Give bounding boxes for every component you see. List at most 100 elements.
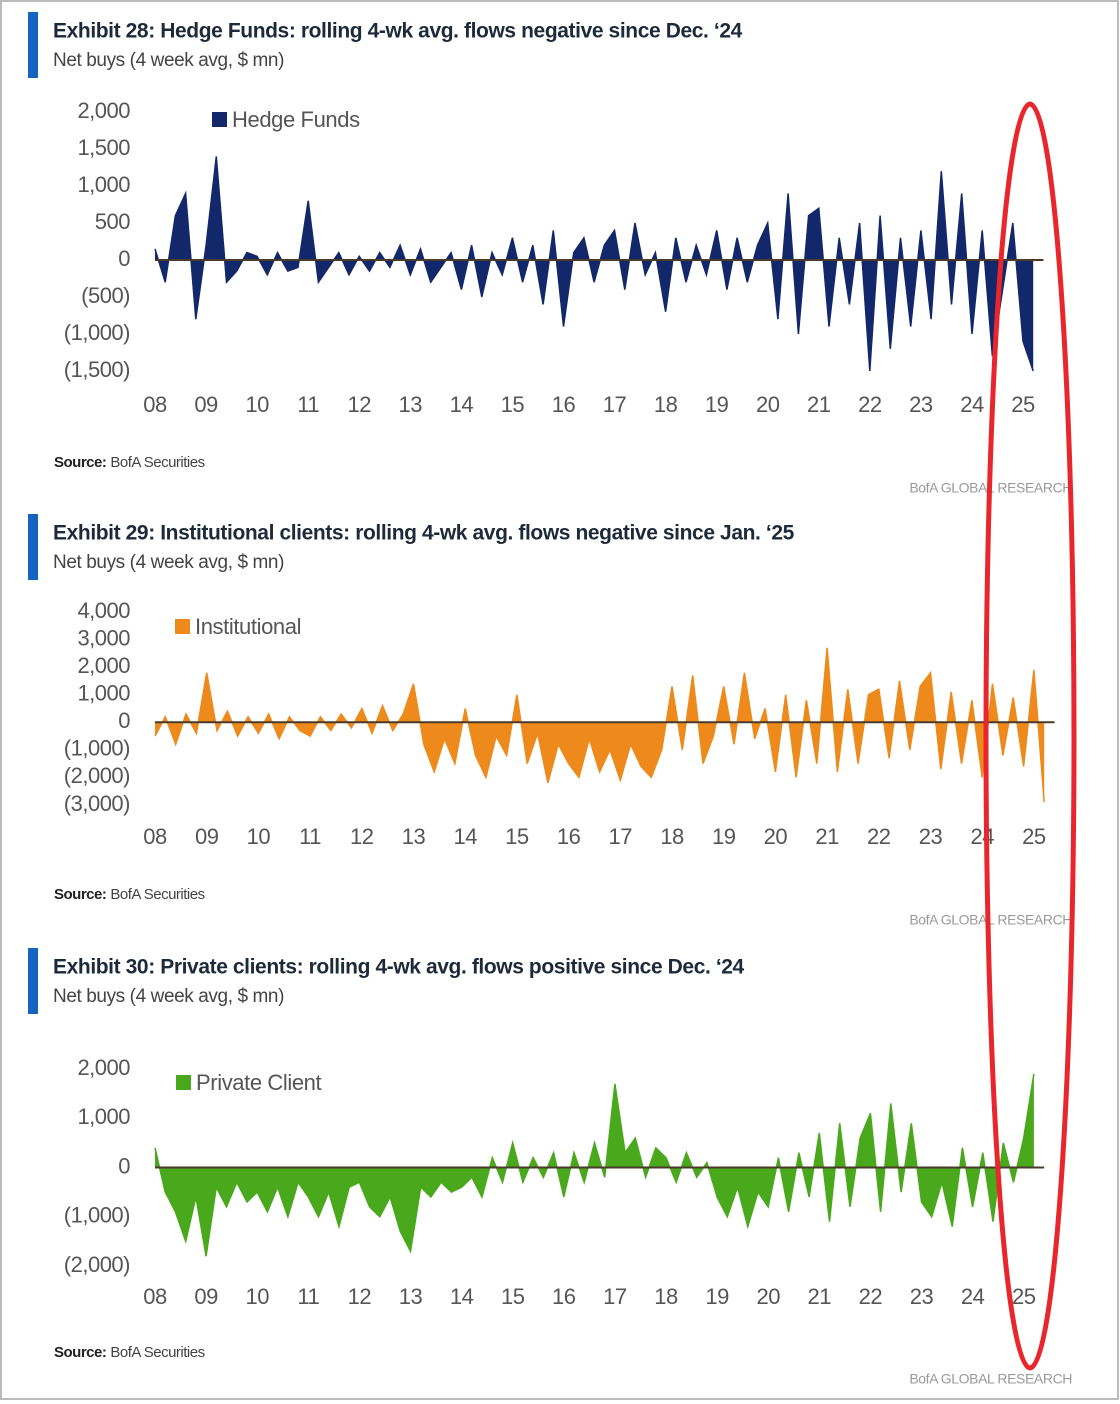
title-accent	[28, 948, 38, 1014]
source-label: Source:	[54, 454, 106, 471]
x-tick-label: 12	[350, 824, 374, 849]
series-line	[154, 1073, 1035, 1257]
area-fill	[155, 156, 1034, 371]
x-tick-label: 19	[712, 824, 736, 849]
y-tick-label: 1,500	[77, 135, 130, 160]
source-label: Source:	[54, 1344, 106, 1361]
x-tick-label: 22	[858, 392, 882, 417]
y-tick-label: (1,000)	[64, 1203, 130, 1228]
series-line	[154, 647, 1045, 803]
x-tick-label: 23	[919, 824, 943, 849]
chart-subtitle: Net buys (4 week avg, $ mn)	[53, 552, 284, 573]
x-tick-label: 08	[143, 392, 167, 417]
x-tick-label: 20	[756, 392, 780, 417]
y-tick-label: (500)	[81, 283, 130, 308]
x-tick-label: 09	[194, 392, 218, 417]
x-tick-label: 14	[450, 392, 474, 417]
x-tick-label: 23	[910, 1284, 934, 1309]
source-text: BofA Securities	[110, 886, 204, 903]
y-tick-label: (1,500)	[64, 357, 130, 382]
x-tick-label: 15	[501, 392, 525, 417]
y-tick-label: 2,000	[77, 98, 130, 123]
x-tick-label: 24	[970, 824, 994, 849]
x-tick-label: 25	[1012, 1284, 1036, 1309]
source-text: BofA Securities	[110, 454, 204, 471]
x-tick-label: 09	[195, 824, 219, 849]
x-tick-label: 16	[557, 824, 581, 849]
y-tick-label: 1,000	[77, 681, 130, 706]
x-tick-label: 13	[402, 824, 426, 849]
y-tick-label: 0	[118, 246, 130, 271]
x-tick-label: 21	[807, 392, 831, 417]
x-tick-label: 18	[660, 824, 684, 849]
x-tick-label: 20	[764, 824, 788, 849]
x-tick-label: 24	[960, 392, 984, 417]
legend-swatch	[175, 619, 190, 634]
legend-label: Institutional	[195, 614, 301, 639]
y-tick-label: 500	[95, 209, 130, 234]
x-tick-label: 16	[552, 1284, 576, 1309]
highlight-ellipse	[983, 101, 1077, 1371]
title-accent	[28, 12, 38, 78]
chart-title: Exhibit 28: Hedge Funds: rolling 4-wk av…	[53, 20, 743, 43]
series-line	[154, 156, 1034, 372]
source: Source: BofA Securities	[54, 454, 205, 471]
x-tick-label: 08	[143, 1284, 167, 1309]
area-fill	[155, 1073, 1034, 1257]
y-tick-label: (1,000)	[64, 736, 130, 761]
x-tick-label: 19	[705, 392, 729, 417]
x-tick-label: 24	[961, 1284, 985, 1309]
x-tick-label: 12	[347, 392, 371, 417]
brand: BofA GLOBAL RESEARCH	[909, 1371, 1072, 1387]
source-label: Source:	[54, 886, 106, 903]
x-tick-label: 15	[501, 1284, 525, 1309]
x-tick-label: 17	[603, 1284, 627, 1309]
source: Source: BofA Securities	[54, 1344, 205, 1361]
x-tick-label: 17	[609, 824, 633, 849]
y-tick-label: 1,000	[77, 172, 130, 197]
y-tick-label: 4,000	[77, 598, 130, 623]
brand: BofA GLOBAL RESEARCH	[909, 912, 1072, 928]
title-accent	[28, 514, 38, 580]
x-tick-label: 17	[603, 392, 627, 417]
source-text: BofA Securities	[110, 1344, 204, 1361]
area-fill	[155, 647, 1045, 803]
x-tick-label: 10	[245, 1284, 269, 1309]
legend-label: Hedge Funds	[232, 107, 360, 132]
chart-subtitle: Net buys (4 week avg, $ mn)	[53, 50, 284, 71]
y-tick-label: (1,000)	[64, 320, 130, 345]
y-tick-label: (2,000)	[64, 1252, 130, 1277]
x-tick-label: 18	[654, 392, 678, 417]
x-tick-label: 12	[348, 1284, 372, 1309]
y-tick-label: 0	[118, 1153, 130, 1178]
x-tick-label: 21	[815, 824, 839, 849]
source: Source: BofA Securities	[54, 886, 205, 903]
x-tick-label: 11	[297, 1284, 319, 1309]
x-tick-label: 09	[194, 1284, 218, 1309]
x-tick-label: 08	[143, 824, 167, 849]
y-tick-label: 0	[118, 708, 130, 733]
chart-subtitle: Net buys (4 week avg, $ mn)	[53, 986, 284, 1007]
chart-title: Exhibit 30: Private clients: rolling 4-w…	[53, 956, 745, 979]
x-tick-label: 14	[450, 1284, 474, 1309]
x-tick-label: 25	[1022, 824, 1046, 849]
x-tick-label: 14	[453, 824, 477, 849]
legend-swatch	[176, 1075, 191, 1090]
x-tick-label: 19	[705, 1284, 729, 1309]
x-tick-label: 25	[1011, 392, 1035, 417]
x-tick-label: 13	[399, 1284, 423, 1309]
x-tick-label: 10	[247, 824, 271, 849]
x-tick-label: 16	[552, 392, 576, 417]
y-tick-label: (2,000)	[64, 763, 130, 788]
y-tick-label: 1,000	[77, 1104, 130, 1129]
y-tick-label: (3,000)	[64, 791, 130, 816]
x-tick-label: 23	[909, 392, 933, 417]
y-tick-label: 2,000	[77, 653, 130, 678]
x-tick-label: 11	[297, 392, 319, 417]
x-tick-label: 11	[299, 824, 321, 849]
charts: Exhibit 28: Hedge Funds: rolling 4-wk av…	[28, 12, 1072, 1387]
x-tick-label: 20	[756, 1284, 780, 1309]
y-tick-label: 2,000	[77, 1055, 130, 1080]
